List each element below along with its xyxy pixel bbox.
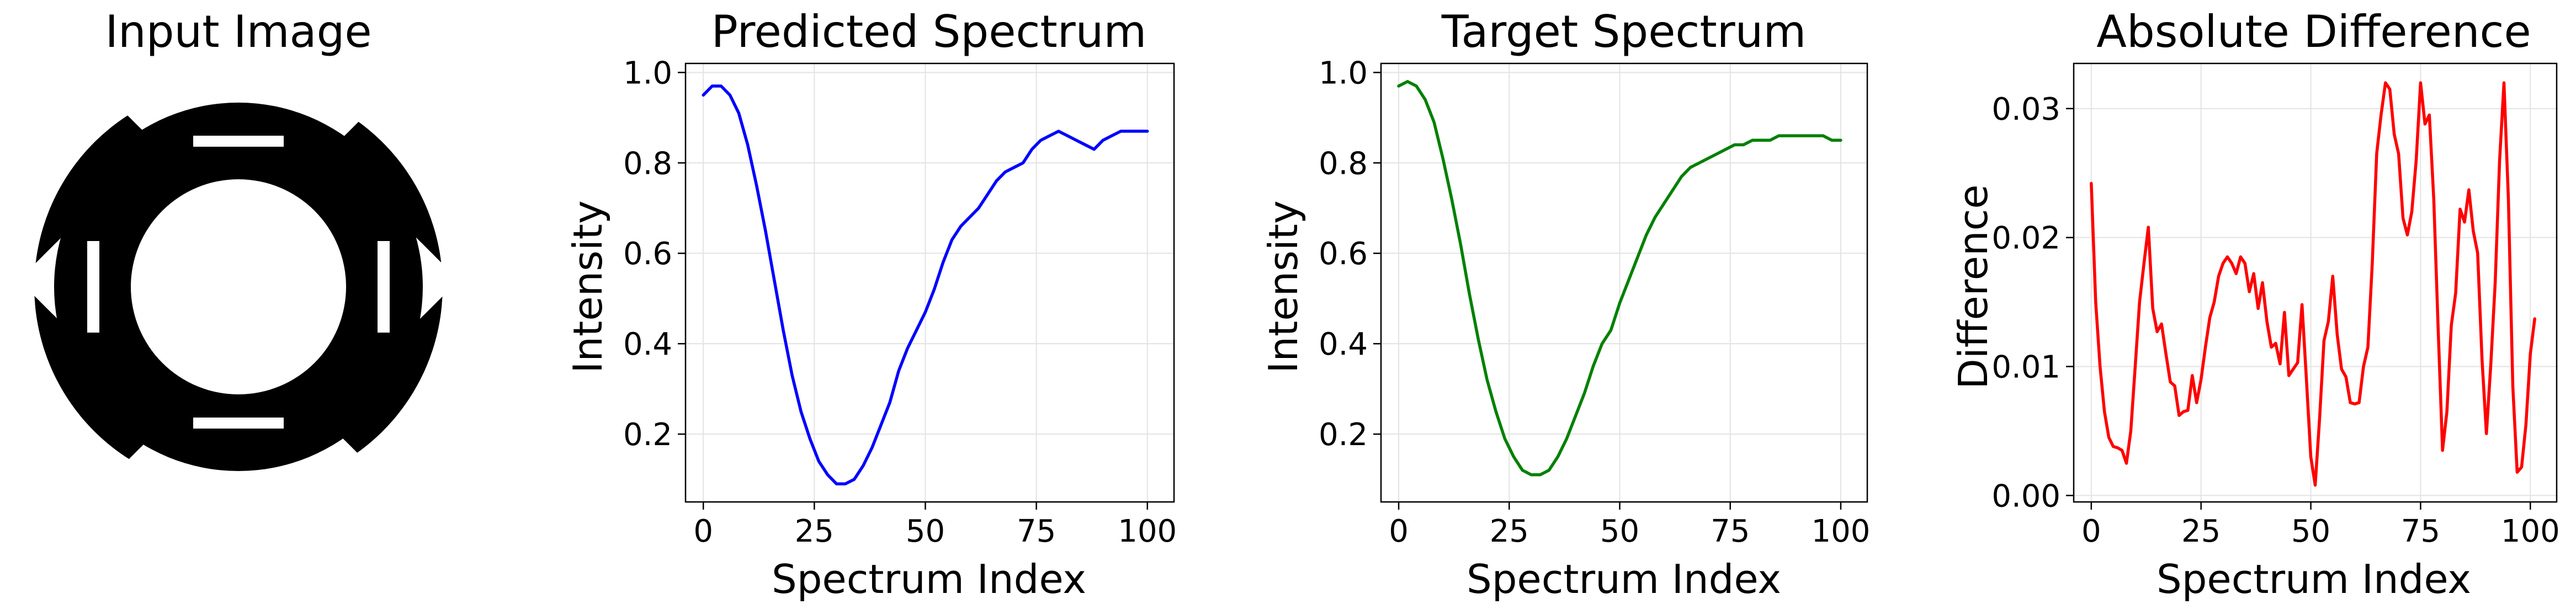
target-chart-title: Target Spectrum [1441, 6, 1807, 57]
difference-plot-area: 0 25 50 75 100 0.00 0.01 0.02 0.03 [1991, 62, 2560, 549]
difference-chart-title: Absolute Difference [2096, 6, 2531, 57]
target-x-tick-label: 100 [1812, 514, 1871, 549]
difference-y-tick-label: 0.02 [1991, 221, 2060, 256]
absolute-difference-chart: Absolute Difference Spectrum Index Diffe… [1950, 6, 2560, 602]
difference-x-tick-label: 0 [2081, 514, 2101, 549]
difference-x-tick-label: 100 [2501, 514, 2560, 549]
predicted-chart-title: Predicted Spectrum [711, 6, 1147, 57]
input-image-panel: Input Image [34, 6, 443, 491]
predicted-y-axis-label: Intensity [565, 200, 611, 373]
predicted-y-tick-label: 0.4 [623, 327, 672, 362]
difference-y-axis-label: Difference [1950, 184, 1996, 389]
difference-y-tick-label: 0.01 [1991, 349, 2060, 385]
target-plot-area: 0 25 50 75 100 0.2 0.4 0.6 0.8 1.0 [1319, 55, 1870, 549]
predicted-axes-frame [684, 62, 1175, 503]
predicted-x-tick-label: 50 [906, 514, 945, 549]
target-x-tick-label: 25 [1490, 514, 1529, 549]
target-axes-frame [1380, 62, 1868, 503]
difference-x-axis-label: Spectrum Index [2157, 556, 2471, 602]
difference-y-tick-label: 0.00 [1991, 478, 2060, 514]
predicted-y-tick-label: 1.0 [623, 55, 672, 91]
predicted-spectrum-chart: Predicted Spectrum Spectrum Index Intens… [565, 6, 1177, 602]
difference-x-tick-label: 50 [2291, 514, 2330, 549]
difference-axes-frame [2073, 62, 2558, 503]
predicted-x-tick-label: 75 [1017, 514, 1056, 549]
target-x-tick-label: 0 [1389, 514, 1409, 549]
target-y-tick-label: 0.6 [1319, 236, 1368, 272]
input-image-title: Input Image [105, 6, 371, 57]
target-spectrum-chart: Target Spectrum Spectrum Index Intensity… [1260, 6, 1870, 602]
target-x-tick-label: 50 [1600, 514, 1639, 549]
predicted-x-axis-label: Spectrum Index [772, 556, 1086, 602]
difference-y-tick-label: 0.03 [1991, 92, 2060, 127]
predicted-y-tick-label: 0.2 [623, 417, 672, 453]
target-y-tick-label: 0.2 [1319, 417, 1368, 453]
target-y-tick-label: 0.8 [1319, 146, 1368, 181]
target-x-tick-label: 75 [1711, 514, 1750, 549]
target-y-tick-label: 1.0 [1319, 55, 1368, 91]
predicted-plot-area: 0 25 50 75 100 0.2 0.4 0.6 0.8 1.0 [623, 55, 1177, 549]
predicted-y-tick-label: 0.6 [623, 236, 672, 272]
predicted-y-tick-label: 0.8 [623, 146, 672, 181]
predicted-series-line [702, 84, 1149, 485]
difference-x-tick-label: 25 [2181, 514, 2221, 549]
predicted-x-tick-label: 0 [693, 514, 713, 549]
target-y-tick-label: 0.4 [1319, 327, 1368, 362]
difference-x-tick-label: 75 [2401, 514, 2440, 549]
difference-series-line [2090, 81, 2536, 487]
predicted-x-tick-label: 100 [1118, 514, 1177, 549]
predicted-x-tick-label: 25 [795, 514, 834, 549]
input-image [34, 83, 443, 491]
target-x-axis-label: Spectrum Index [1467, 556, 1781, 602]
target-y-axis-label: Intensity [1260, 200, 1306, 373]
target-series-line [1397, 80, 1842, 477]
